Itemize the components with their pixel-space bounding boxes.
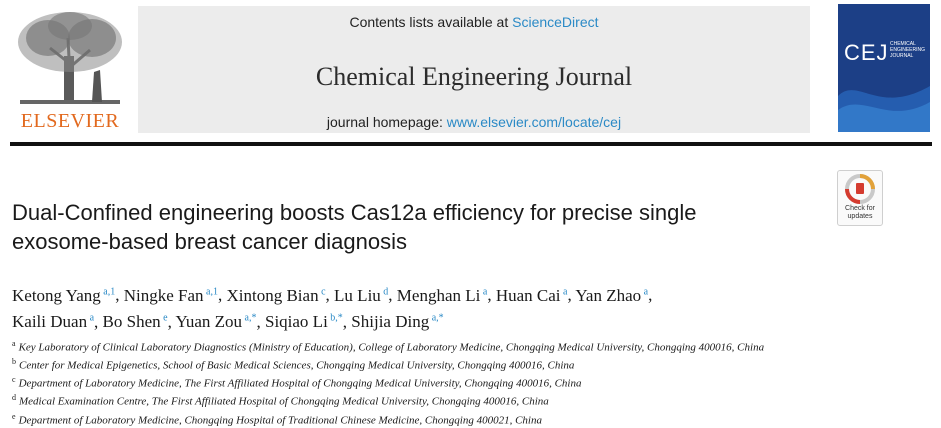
- check-for-updates-button[interactable]: Check for updates: [837, 170, 883, 226]
- homepage-line: journal homepage: www.elsevier.com/locat…: [138, 114, 810, 130]
- author-name: Yuan Zou: [175, 312, 243, 332]
- author-name: Menghan Li: [396, 285, 481, 305]
- elsevier-logo[interactable]: ELSEVIER: [10, 8, 130, 133]
- author[interactable]: Menghan Li a: [397, 286, 488, 305]
- author[interactable]: Ningke Fan a,1: [124, 286, 218, 305]
- affiliation-mark: d: [12, 393, 16, 403]
- cover-title: CEJ: [844, 40, 889, 65]
- article-title: Dual-Confined engineering boosts Cas12a …: [12, 198, 812, 256]
- author-name: Ketong Yang: [12, 285, 101, 305]
- check-updates-label: Check for updates: [838, 205, 882, 221]
- author-affiliation-marks[interactable]: a: [87, 312, 95, 324]
- author-affiliation-marks[interactable]: a,1: [100, 286, 116, 297]
- check-updates-icon: [845, 174, 875, 204]
- author-name: Shijia Ding: [351, 312, 430, 332]
- author[interactable]: Yuan Zou a,*: [175, 312, 256, 331]
- affiliation-mark: e: [12, 411, 16, 421]
- author-name: Siqiao Li: [264, 312, 328, 332]
- badge-line-2: updates: [847, 213, 873, 220]
- affiliation-text: Key Laboratory of Clinical Laboratory Di…: [18, 341, 765, 354]
- author-list: Ketong Yang a,1, Ningke Fan a,1, Xintong…: [12, 285, 653, 332]
- author-name: Ningke Fan: [123, 285, 204, 305]
- affiliation-row: a Key Laboratory of Clinical Laboratory D…: [12, 337, 912, 355]
- author[interactable]: Bo Shen e: [103, 312, 168, 331]
- author-affiliation-marks[interactable]: a,*: [429, 312, 444, 324]
- author-name: Lu Liu: [334, 285, 381, 305]
- affiliation-text: Department of Laboratory Medicine, Chong…: [18, 414, 542, 427]
- author[interactable]: Yan Zhao a: [575, 286, 648, 305]
- affiliation-text: Department of Laboratory Medicine, The F…: [18, 377, 582, 390]
- contents-prefix: Contents lists available at: [349, 14, 513, 30]
- author[interactable]: Ketong Yang a,1: [12, 286, 115, 305]
- journal-title: Chemical Engineering Journal: [315, 62, 633, 91]
- badge-line-1: Check for: [845, 205, 875, 212]
- journal-header: Contents lists available at ScienceDirec…: [138, 6, 810, 133]
- publisher-wordmark: ELSEVIER: [20, 110, 120, 132]
- header-divider: [10, 142, 932, 146]
- homepage-link[interactable]: www.elsevier.com/locate/cej: [446, 114, 622, 130]
- cover-subtitle: CHEMICAL ENGINEERING JOURNAL: [890, 41, 926, 59]
- author[interactable]: Lu Liu d: [334, 286, 388, 305]
- affiliation-text: Medical Examination Centre, The First Af…: [19, 396, 549, 409]
- author-affiliation-marks[interactable]: b,*: [327, 312, 343, 324]
- affiliation-text: Center for Medical Epigenetics, School o…: [19, 359, 575, 372]
- affiliation-row: c Department of Laboratory Medicine, The …: [12, 373, 912, 391]
- author-affiliation-marks[interactable]: a: [641, 286, 649, 297]
- affiliation-row: e Department of Laboratory Medicine, Chon…: [12, 410, 912, 428]
- author-name: Xintong Bian: [226, 285, 319, 305]
- homepage-prefix: journal homepage:: [326, 114, 447, 130]
- author-affiliation-marks[interactable]: e: [160, 312, 168, 324]
- author-affiliation-marks[interactable]: a: [480, 286, 488, 297]
- author[interactable]: Shijia Ding a,*: [351, 312, 443, 331]
- cover-wave-graphic: [838, 86, 930, 132]
- contents-line: Contents lists available at ScienceDirec…: [138, 14, 810, 30]
- affiliation-mark: c: [12, 375, 16, 385]
- tree-icon: [18, 12, 122, 104]
- author-affiliation-marks[interactable]: a: [560, 286, 568, 297]
- affiliation-mark: b: [12, 357, 16, 367]
- author[interactable]: Huan Cai a: [496, 286, 568, 305]
- title-line-2: exosome-based breast cancer diagnosis: [12, 229, 408, 254]
- author[interactable]: Siqiao Li b,*: [265, 312, 343, 331]
- author-affiliation-marks[interactable]: a,*: [242, 312, 257, 324]
- author[interactable]: Kaili Duan a: [12, 312, 94, 331]
- author-affiliation-marks[interactable]: a,1: [203, 286, 218, 297]
- author-name: Kaili Duan: [12, 312, 88, 332]
- journal-cover[interactable]: CEJ CHEMICAL ENGINEERING JOURNAL: [838, 4, 930, 132]
- affiliation-mark: a: [12, 339, 16, 348]
- affiliation-row: d Medical Examination Centre, The First A…: [12, 391, 912, 409]
- author-affiliation-marks[interactable]: c: [318, 286, 326, 297]
- title-line-1: Dual-Confined engineering boosts Cas12a …: [12, 200, 697, 225]
- affiliation-list: a Key Laboratory of Clinical Laboratory D…: [12, 337, 912, 428]
- author[interactable]: Xintong Bian c: [227, 286, 326, 305]
- affiliation-row: b Center for Medical Epigenetics, School …: [12, 355, 912, 373]
- author-name: Huan Cai: [495, 285, 561, 305]
- author-name: Yan Zhao: [575, 285, 642, 305]
- sciencedirect-link[interactable]: ScienceDirect: [512, 14, 599, 30]
- author-affiliation-marks[interactable]: d: [380, 286, 389, 297]
- author-name: Bo Shen: [102, 312, 161, 332]
